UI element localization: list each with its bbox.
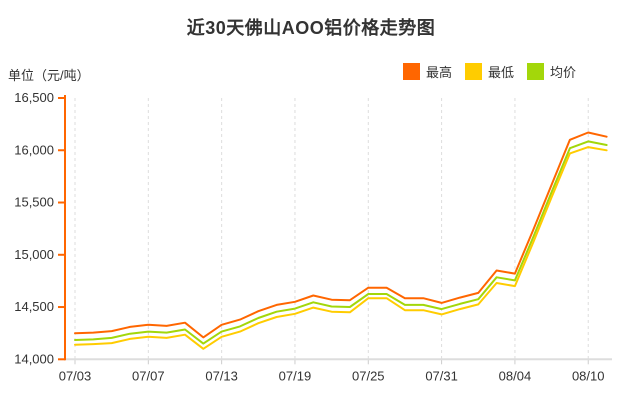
y-axis-label: 14,500 xyxy=(14,299,54,314)
legend-swatch-icon xyxy=(526,63,544,80)
legend-item-label: 最低 xyxy=(487,65,514,80)
legend-swatch-icon xyxy=(402,63,420,80)
series-line-最高 xyxy=(74,131,608,339)
y-axis-label: 16,500 xyxy=(14,90,54,105)
series-line-最低 xyxy=(74,146,608,350)
legend: 最高 最低 均价 xyxy=(402,62,576,81)
legend-item-label: 最高 xyxy=(425,65,452,80)
series-line-均价 xyxy=(74,140,608,345)
y-axis-label: 16,000 xyxy=(14,142,54,157)
legend-item-label: 均价 xyxy=(549,65,576,80)
y-axis-label: 15,500 xyxy=(14,195,54,210)
chart-title: 近30天佛山AOO铝价格走势图 xyxy=(186,18,436,38)
x-axis-label: 07/07 xyxy=(132,368,165,383)
x-axis-label: 07/03 xyxy=(59,368,92,383)
x-axis-label: 07/13 xyxy=(205,368,238,383)
x-axis-label: 07/19 xyxy=(279,368,312,383)
legend-item-1[interactable]: 最低 xyxy=(464,62,514,81)
legend-swatch-icon xyxy=(464,63,482,80)
y-axis-label: 15,000 xyxy=(14,247,54,262)
y-axis-label: 14,000 xyxy=(14,351,54,366)
x-axis-label: 08/10 xyxy=(572,368,605,383)
x-axis-label: 07/25 xyxy=(352,368,385,383)
legend-item-2[interactable]: 均价 xyxy=(526,62,576,81)
x-axis-label: 08/04 xyxy=(499,368,532,383)
legend-item-0[interactable]: 最高 xyxy=(402,62,452,81)
x-axis-label: 07/31 xyxy=(425,368,458,383)
y-axis-unit-label: 单位（元/吨） xyxy=(8,68,90,83)
